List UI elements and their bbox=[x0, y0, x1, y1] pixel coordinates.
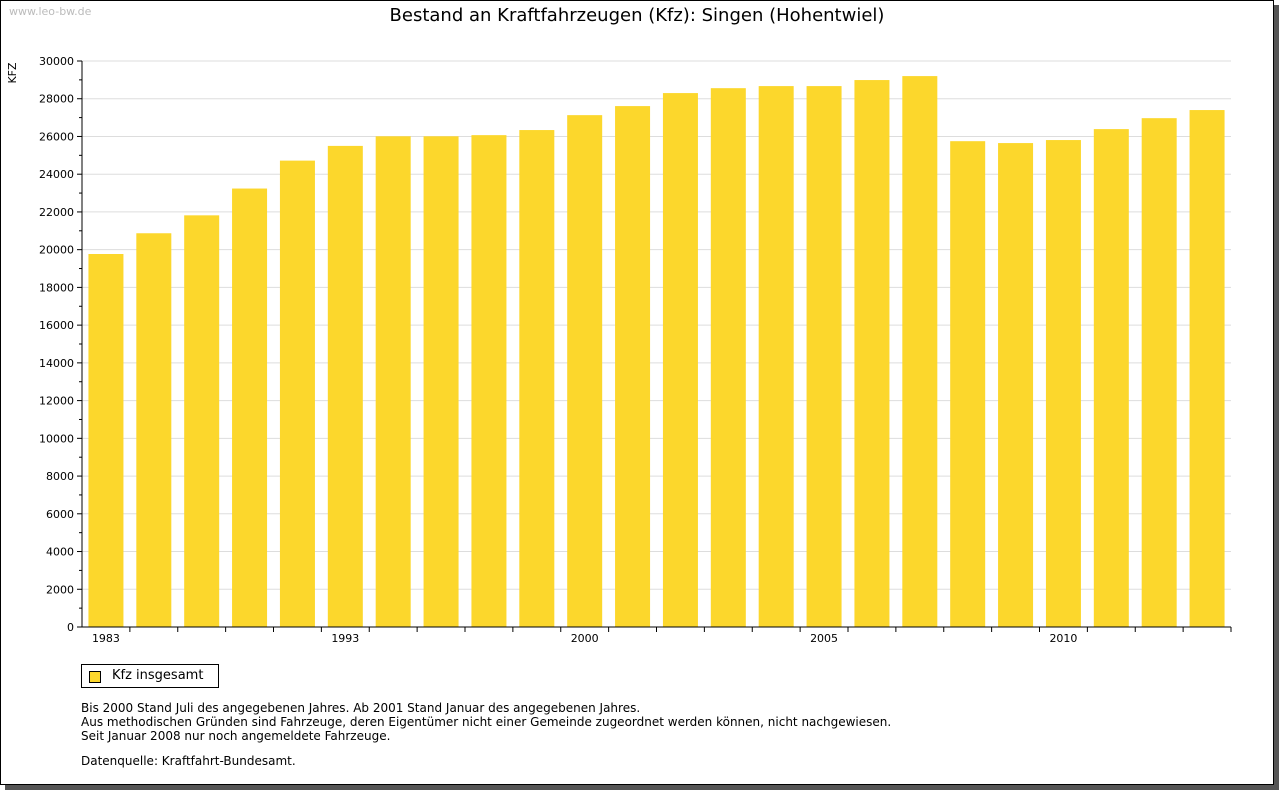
bar bbox=[1093, 129, 1129, 627]
bar bbox=[232, 188, 268, 627]
x-tick-label: 2010 bbox=[1049, 632, 1077, 645]
data-source: Datenquelle: Kraftfahrt-Bundesamt. bbox=[81, 754, 296, 768]
y-tick-label: 14000 bbox=[39, 357, 74, 370]
bar bbox=[1189, 110, 1225, 627]
y-tick-label: 26000 bbox=[39, 130, 74, 143]
bar bbox=[327, 145, 363, 627]
bar bbox=[136, 233, 172, 627]
note-3: Seit Januar 2008 nur noch angemeldete Fa… bbox=[81, 729, 391, 743]
bar bbox=[758, 86, 794, 628]
footnotes: Bis 2000 Stand Juli des angegebenen Jahr… bbox=[81, 701, 891, 743]
y-tick-label: 16000 bbox=[39, 319, 74, 332]
chart-title: Bestand an Kraftfahrzeugen (Kfz): Singen… bbox=[389, 5, 885, 26]
x-tick-label: 1993 bbox=[331, 632, 359, 645]
legend: Kfz insgesamt bbox=[81, 664, 219, 688]
y-tick-label: 6000 bbox=[46, 508, 74, 521]
bar-chart: 0 2000 4000 6000 8000 10000 12000 14000 16000 180… bbox=[6, 55, 1232, 645]
y-tick-label: 10000 bbox=[39, 432, 74, 445]
bar bbox=[615, 106, 651, 628]
bar bbox=[902, 76, 938, 628]
bar bbox=[950, 141, 986, 627]
y-tick-label: 2000 bbox=[46, 583, 74, 596]
bar bbox=[519, 130, 555, 627]
y-tick-label: 12000 bbox=[39, 395, 74, 408]
bar bbox=[1141, 118, 1177, 627]
bar bbox=[279, 160, 315, 627]
y-tick-label: 24000 bbox=[39, 168, 74, 181]
note-1: Bis 2000 Stand Juli des angegebenen Jahr… bbox=[81, 701, 641, 715]
x-tick-label: 2005 bbox=[810, 632, 838, 645]
bar bbox=[88, 254, 124, 628]
y-tick-label: 8000 bbox=[46, 470, 74, 483]
bar bbox=[662, 93, 698, 627]
bar bbox=[471, 135, 507, 627]
y-tick-label: 4000 bbox=[46, 546, 74, 559]
y-tick-label: 18000 bbox=[39, 281, 74, 294]
bar bbox=[998, 143, 1034, 627]
legend-label: Kfz insgesamt bbox=[112, 668, 204, 683]
y-tick-label: 22000 bbox=[39, 206, 74, 219]
bar bbox=[375, 136, 411, 627]
y-tick-label: 20000 bbox=[39, 244, 74, 257]
y-axis-label: KFZ bbox=[6, 62, 19, 84]
legend-swatch bbox=[89, 671, 101, 683]
bar bbox=[1045, 140, 1081, 627]
y-tick-label: 30000 bbox=[39, 55, 74, 68]
note-2: Aus methodischen Gründen sind Fahrzeuge,… bbox=[81, 715, 892, 729]
bar bbox=[184, 215, 220, 627]
x-tick-label: 2000 bbox=[571, 632, 599, 645]
bar bbox=[710, 88, 746, 628]
bar bbox=[854, 80, 890, 627]
watermark: www.leo-bw.de bbox=[9, 5, 92, 18]
y-tick-label: 0 bbox=[67, 621, 74, 634]
bar bbox=[806, 86, 842, 628]
bar bbox=[423, 136, 459, 627]
bar bbox=[567, 115, 603, 627]
x-tick-label: 1983 bbox=[92, 632, 120, 645]
y-tick-label: 28000 bbox=[39, 93, 74, 106]
